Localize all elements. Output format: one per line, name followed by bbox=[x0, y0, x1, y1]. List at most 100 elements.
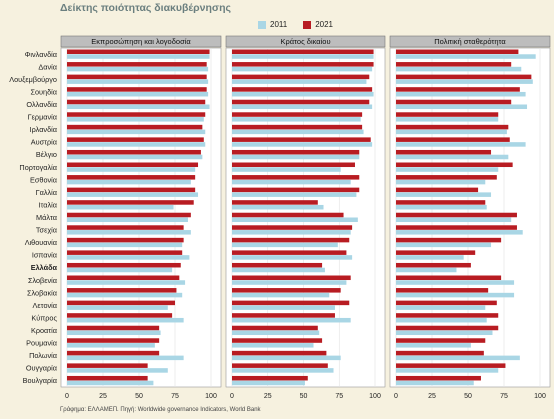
bar-2021 bbox=[232, 300, 350, 306]
legend-label-2011: 2011 bbox=[270, 20, 288, 29]
bar-2021 bbox=[67, 74, 207, 80]
bar-2021 bbox=[232, 175, 360, 180]
bar-2021 bbox=[396, 350, 484, 356]
x-tick-label: 25 bbox=[264, 393, 272, 400]
bar-2011 bbox=[67, 380, 154, 386]
bar-2011 bbox=[232, 280, 347, 285]
bar-2011 bbox=[67, 292, 183, 298]
bar-2011 bbox=[396, 368, 499, 373]
x-tick-label: 50 bbox=[135, 393, 143, 400]
bar-2021 bbox=[396, 250, 476, 255]
bar-2021 bbox=[232, 187, 360, 193]
category-label: Βουλγαρία bbox=[23, 376, 58, 385]
bar-2021 bbox=[232, 112, 363, 117]
bar-2021 bbox=[67, 62, 207, 67]
bar-2021 bbox=[232, 49, 374, 55]
bar-2011 bbox=[67, 104, 210, 110]
bar-2021 bbox=[396, 363, 506, 368]
bar-2021 bbox=[67, 187, 196, 193]
bar-2021 bbox=[232, 62, 374, 67]
bar-2011 bbox=[232, 117, 361, 122]
legend-swatch-2021 bbox=[303, 20, 312, 29]
bar-2021 bbox=[396, 137, 510, 142]
bar-2021 bbox=[67, 275, 180, 281]
bar-2021 bbox=[67, 124, 203, 130]
x-tick-label: 100 bbox=[534, 393, 546, 400]
legend-swatch-2011 bbox=[258, 20, 266, 29]
bar-2011 bbox=[396, 380, 474, 386]
bar-2021 bbox=[396, 74, 532, 80]
category-label: Κύπρος bbox=[31, 313, 57, 322]
bar-2011 bbox=[232, 380, 305, 386]
bar-2021 bbox=[232, 363, 328, 368]
bar-2011 bbox=[67, 230, 191, 235]
bar-2011 bbox=[396, 317, 487, 323]
bar-2011 bbox=[67, 305, 168, 310]
legend-label-2021: 2021 bbox=[315, 20, 333, 29]
bar-2011 bbox=[232, 242, 338, 248]
bar-2011 bbox=[67, 142, 206, 147]
bar-2011 bbox=[232, 54, 374, 59]
bar-2021 bbox=[396, 187, 479, 193]
bar-2011 bbox=[396, 91, 526, 97]
bar-2021 bbox=[232, 237, 350, 243]
bar-2021 bbox=[67, 350, 160, 356]
bar-2011 bbox=[67, 91, 209, 97]
panel-header bbox=[389, 35, 551, 48]
bar-2021 bbox=[396, 300, 497, 306]
bar-2011 bbox=[396, 355, 520, 361]
bar-2011 bbox=[67, 129, 206, 135]
x-tick-label: 0 bbox=[65, 393, 69, 400]
bar-2021 bbox=[232, 338, 323, 343]
category-label: Ουγγαρία bbox=[26, 364, 58, 373]
x-tick-label: 0 bbox=[394, 393, 398, 400]
legend-item-2021: 2021 bbox=[303, 20, 333, 29]
bar-2021 bbox=[67, 149, 201, 155]
bar-2021 bbox=[67, 338, 160, 343]
bar-2011 bbox=[67, 167, 196, 172]
bar-2021 bbox=[396, 212, 517, 218]
category-label: Λιθουανία bbox=[25, 238, 58, 247]
bar-2021 bbox=[67, 162, 199, 168]
bar-2021 bbox=[396, 99, 512, 105]
bar-2011 bbox=[67, 330, 161, 336]
bar-2011 bbox=[232, 91, 374, 97]
bar-2011 bbox=[396, 242, 492, 248]
bar-2011 bbox=[67, 255, 190, 260]
category-label: Τσεχία bbox=[36, 226, 58, 235]
bar-2021 bbox=[67, 325, 160, 331]
bar-2021 bbox=[232, 87, 373, 92]
bar-2021 bbox=[232, 250, 347, 255]
category-label: Πολωνία bbox=[29, 351, 58, 360]
x-tick-label: 75 bbox=[171, 393, 179, 400]
bar-2011 bbox=[67, 217, 188, 223]
panel-header bbox=[60, 35, 222, 48]
x-tick-label: 25 bbox=[99, 393, 107, 400]
bar-2021 bbox=[67, 212, 191, 218]
bar-2011 bbox=[396, 255, 464, 260]
bar-2011 bbox=[67, 267, 173, 273]
bar-2021 bbox=[67, 363, 148, 368]
bar-2011 bbox=[232, 292, 330, 298]
bar-2021 bbox=[396, 313, 499, 318]
bar-2021 bbox=[396, 175, 497, 180]
bar-2011 bbox=[67, 179, 191, 185]
bar-2011 bbox=[67, 117, 204, 122]
bar-2011 bbox=[67, 368, 168, 373]
panel-title: Εκπροσώπηση και λογοδοσία bbox=[91, 37, 191, 46]
bar-2021 bbox=[232, 200, 318, 205]
bar-2011 bbox=[396, 305, 486, 310]
bar-2011 bbox=[232, 317, 351, 323]
bar-2021 bbox=[232, 262, 323, 268]
category-label: Ιρλανδία bbox=[30, 125, 58, 134]
category-label: Πορτογαλία bbox=[19, 163, 57, 172]
bar-2011 bbox=[396, 192, 492, 197]
bar-2021 bbox=[67, 137, 204, 142]
bar-2011 bbox=[232, 230, 351, 235]
bar-2011 bbox=[232, 305, 335, 310]
bar-2021 bbox=[67, 99, 206, 105]
x-tick-label: 25 bbox=[428, 393, 436, 400]
bar-2021 bbox=[396, 275, 502, 281]
bar-2021 bbox=[67, 300, 175, 306]
